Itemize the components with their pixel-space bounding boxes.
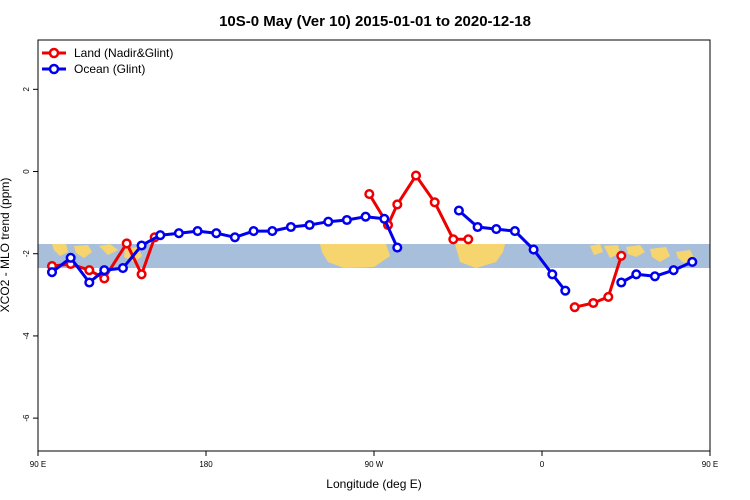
data-point bbox=[192, 226, 203, 237]
data-point bbox=[229, 232, 240, 243]
y-tick-label: 2 bbox=[22, 87, 31, 92]
series-land bbox=[46, 170, 627, 313]
data-point bbox=[46, 267, 58, 278]
chart-title: 10S-0 May (Ver 10) 2015-01-01 to 2020-12… bbox=[219, 13, 531, 30]
legend-label: Land (Nadir&Glint) bbox=[74, 46, 173, 60]
data-point bbox=[84, 277, 95, 288]
data-point bbox=[136, 240, 147, 251]
data-point bbox=[687, 256, 698, 267]
data-point bbox=[491, 224, 502, 235]
y-tick-label: -4 bbox=[22, 332, 31, 340]
land-mass bbox=[455, 244, 505, 268]
series-line bbox=[574, 255, 623, 309]
data-point bbox=[588, 297, 599, 309]
land-mass bbox=[52, 244, 68, 256]
data-point bbox=[569, 302, 580, 313]
legend-label: Ocean (Glint) bbox=[74, 62, 145, 76]
data-point bbox=[173, 228, 184, 239]
data-point bbox=[509, 226, 520, 237]
y-axis-label: XCO2 - MLO trend (ppm) bbox=[0, 178, 12, 313]
y-tick-label: -2 bbox=[22, 250, 31, 258]
data-point bbox=[392, 242, 403, 253]
data-point bbox=[603, 291, 614, 302]
data-point bbox=[136, 269, 147, 280]
land-mass bbox=[74, 245, 92, 258]
data-point bbox=[285, 221, 296, 233]
legend-marker bbox=[48, 47, 60, 59]
data-point bbox=[84, 265, 95, 276]
data-point bbox=[99, 273, 110, 284]
x-tick-label: 180 bbox=[199, 460, 213, 469]
data-point bbox=[211, 228, 222, 239]
data-point bbox=[410, 170, 422, 181]
data-point bbox=[121, 238, 132, 249]
series-layer bbox=[46, 170, 698, 313]
data-point bbox=[364, 189, 375, 200]
data-point bbox=[560, 285, 571, 296]
x-tick-label: 90 E bbox=[30, 460, 46, 469]
data-point bbox=[547, 269, 558, 280]
data-point bbox=[429, 197, 440, 208]
land-mass bbox=[604, 245, 620, 258]
x-tick-label: 0 bbox=[540, 460, 545, 469]
land-mass bbox=[590, 244, 603, 255]
y-axis: 2 0 -2 -4 -6 bbox=[22, 87, 38, 422]
data-point bbox=[649, 271, 660, 282]
x-axis-label: Longitude (deg E) bbox=[326, 477, 421, 491]
data-point bbox=[267, 226, 278, 237]
data-point bbox=[379, 213, 390, 224]
data-point bbox=[453, 205, 464, 216]
data-point bbox=[616, 250, 627, 261]
data-point bbox=[392, 199, 403, 210]
x-tick-label: 90 E bbox=[702, 460, 718, 469]
land-mass bbox=[320, 244, 390, 268]
land-mass bbox=[99, 244, 118, 255]
data-point bbox=[304, 219, 315, 231]
y-tick-label: -6 bbox=[22, 414, 31, 422]
y-tick-label: 0 bbox=[22, 169, 31, 174]
legend-marker bbox=[48, 63, 60, 75]
data-point bbox=[99, 265, 110, 276]
background-map bbox=[38, 244, 710, 268]
data-point bbox=[463, 234, 474, 245]
land-mass bbox=[626, 245, 645, 257]
data-point bbox=[616, 277, 627, 288]
data-point bbox=[341, 214, 352, 226]
data-point bbox=[668, 265, 679, 276]
data-point bbox=[472, 221, 483, 233]
data-point bbox=[117, 263, 128, 274]
series-line bbox=[368, 174, 469, 241]
x-tick-label: 90 W bbox=[365, 460, 384, 469]
data-point bbox=[448, 234, 459, 245]
legend: Land (Nadir&Glint) Ocean (Glint) bbox=[42, 46, 173, 76]
data-point bbox=[323, 216, 334, 227]
data-point bbox=[65, 252, 76, 263]
data-point bbox=[631, 269, 642, 280]
data-point bbox=[360, 211, 371, 222]
data-point bbox=[155, 230, 166, 241]
data-point bbox=[248, 226, 259, 237]
data-point bbox=[528, 244, 539, 255]
land-mass bbox=[650, 247, 670, 262]
x-axis: 90 E 180 90 W 0 90 E bbox=[30, 451, 718, 469]
series-ocean bbox=[46, 205, 698, 296]
